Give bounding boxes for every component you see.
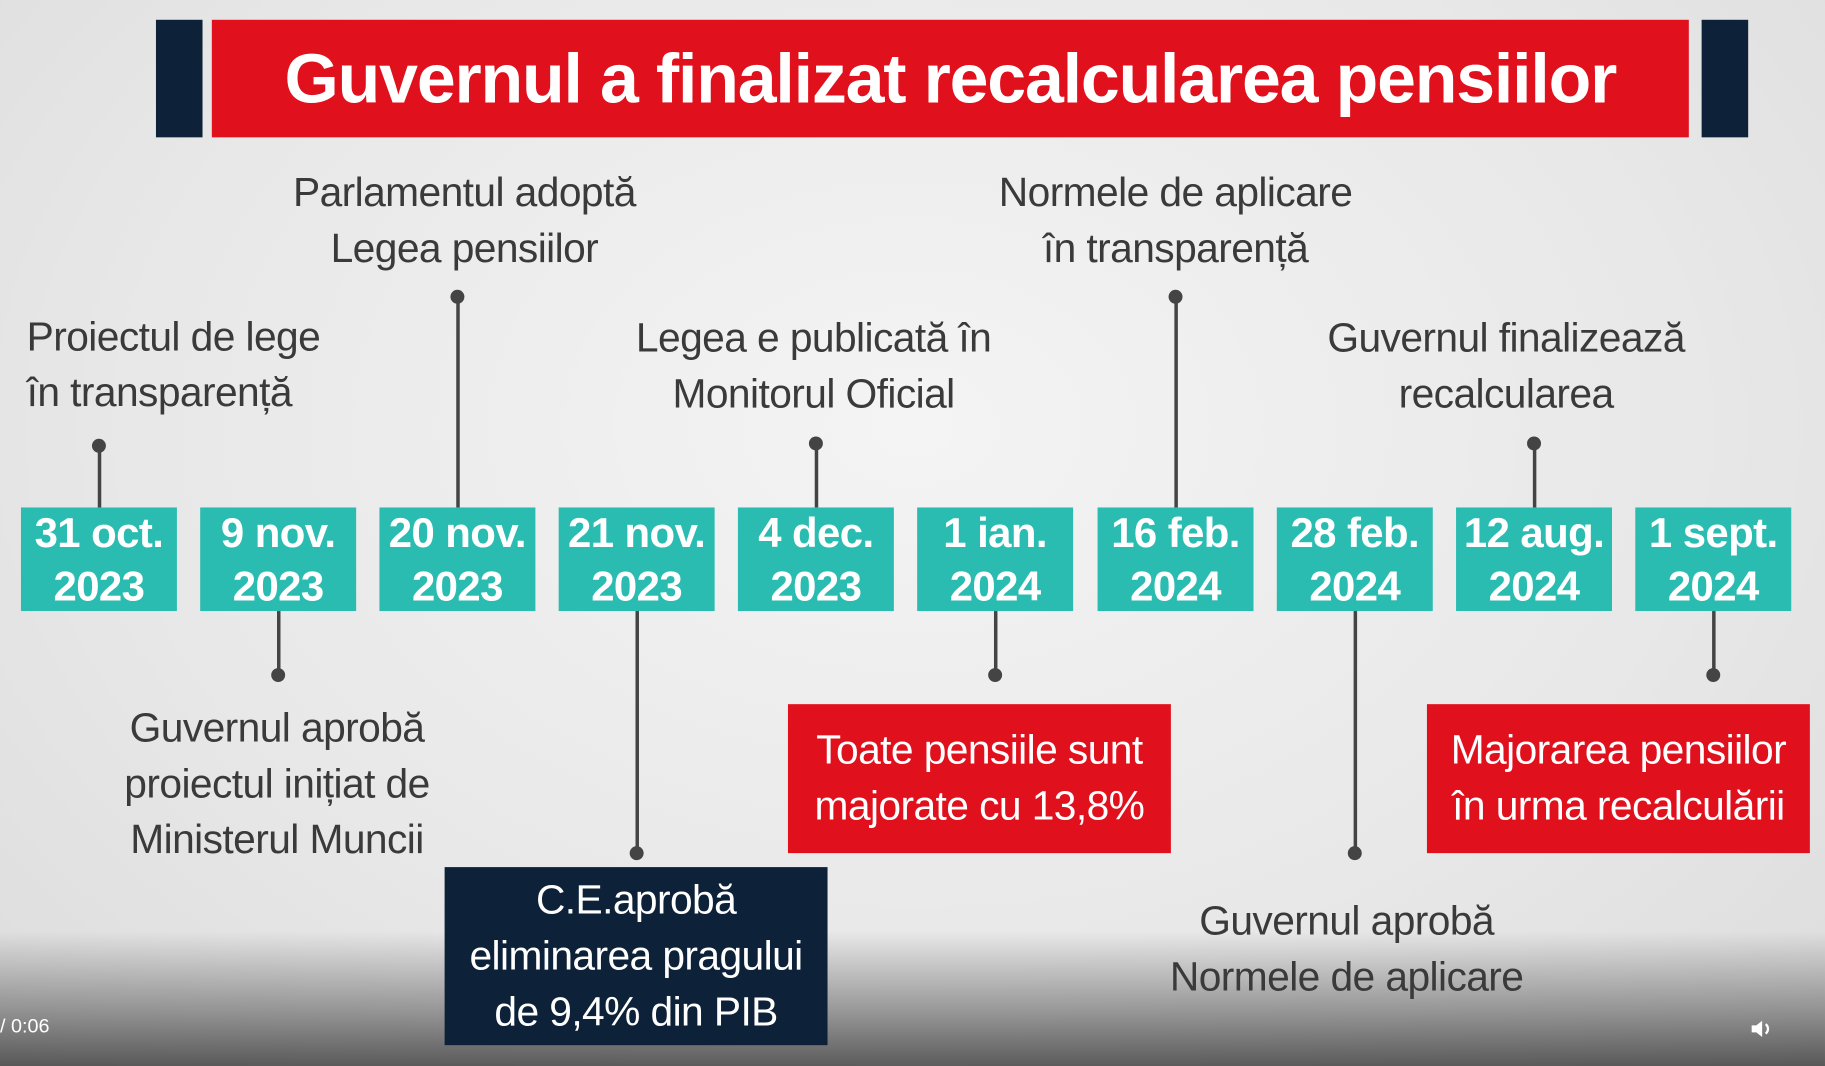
date-box: 20 nov. 2023 [379,507,536,612]
date-box: 1 sept. 2024 [1635,507,1792,612]
date-year: 2024 [949,561,1041,610]
date-year: 2024 [1488,561,1580,610]
connector-line [814,443,819,508]
event-box-5: Toate pensiile sunt majorate cu 13,8% [787,704,1171,854]
event-label-7: Guvernul aprobă Normele de aplicare [1169,898,1524,1000]
date-year: 2023 [770,561,862,610]
connector-line [1174,296,1178,508]
date-year: 2024 [1309,561,1401,610]
date-box: 31 oct. 2023 [20,507,177,612]
connector-dot [808,436,823,451]
connector-line [635,611,639,854]
connector-dot [1706,668,1721,683]
connector-line [1532,443,1537,508]
date-day: 1 ian. [943,508,1047,556]
connector-dot [91,438,106,453]
event-label-0: Proiectul de lege în transparență [26,314,321,416]
date-year: 2023 [411,561,503,610]
date-box: 9 nov. 2023 [200,507,357,612]
date-year: 2023 [53,561,145,610]
date-year: 2024 [1130,561,1221,610]
event-label-8: Guvernul finalizează recalcularea [1327,315,1685,417]
date-day: 31 oct. [34,508,164,556]
connector-line [97,445,102,508]
connector-dot [1527,436,1542,451]
connector-line [456,296,460,508]
date-day: 21 nov. [568,508,706,556]
date-box: 16 feb. 2024 [1097,507,1254,612]
date-box: 21 nov. 2023 [558,507,715,612]
date-day: 28 feb. [1290,508,1420,556]
date-day: 4 dec. [758,508,874,556]
date-day: 12 aug. [1463,508,1605,556]
date-box: 12 aug. 2024 [1456,507,1613,612]
date-year: 2023 [591,561,683,610]
date-year: 2023 [232,561,324,610]
connector-line [1712,611,1716,676]
title-accent-left [155,19,203,138]
connector-dot [450,289,465,304]
time-display: / 0:06 [0,1014,50,1038]
player-controls-gradient [0,931,1825,1066]
date-box: 28 feb. 2024 [1276,507,1433,612]
date-day: 9 nov. [220,508,336,556]
title-accent-right [1701,19,1749,138]
volume-icon[interactable] [1748,1015,1776,1043]
date-day: 20 nov. [388,508,527,556]
event-label-2: Parlamentul adoptă Legea pensiilor [292,169,636,272]
date-box: 4 dec. 2023 [737,507,894,612]
connector-line [277,611,281,676]
connector-line [993,611,998,676]
connector-dot [629,846,644,861]
event-box-9: Majorarea pensiilor în urma recalculării [1426,704,1810,854]
event-label-4: Legea e publicată în Monitorul Oficial [635,315,992,417]
page-title: Guvernul a finalizat recalcularea pensii… [211,19,1689,138]
connector-dot [271,668,286,683]
event-box-3: C.E.aprobă eliminarea pragului de 9,4% din… [444,867,828,1046]
connector-dot [988,668,1003,683]
event-label-1: Guvernul aprobă proiectul inițiat de Minis… [124,705,430,863]
connector-dot [1347,846,1362,861]
connector-dot [1168,289,1183,304]
date-box: 1 ian. 2024 [917,507,1074,612]
date-day: 16 feb. [1111,508,1240,556]
connector-line [1353,611,1358,854]
date-day: 1 sept. [1648,508,1778,556]
event-label-6: Normele de aplicare în transparență [998,169,1353,272]
date-year: 2024 [1667,561,1759,610]
